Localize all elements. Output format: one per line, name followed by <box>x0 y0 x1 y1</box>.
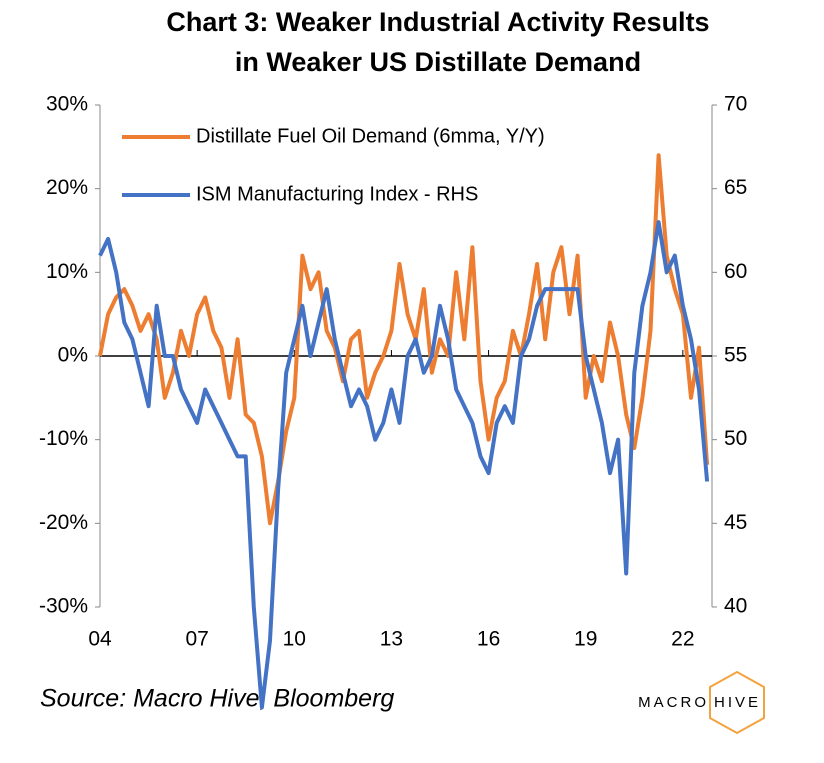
x-tick-label: 04 <box>88 628 112 651</box>
logo: MACRO HIVE <box>638 670 765 735</box>
chart-title: Chart 3: Weaker Industrial Activity Resu… <box>166 7 709 37</box>
y2-tick-label: 55 <box>724 344 747 367</box>
y-tick-label: 0% <box>58 344 88 367</box>
legend-label: Distillate Fuel Oil Demand (6mma, Y/Y) <box>196 125 545 147</box>
source: Source: Macro Hive, Bloomberg <box>40 685 394 713</box>
y2-tick-label: 60 <box>724 260 747 283</box>
y2-tick-label: 50 <box>724 427 747 450</box>
y2-tick-label: 65 <box>724 176 747 199</box>
y-tick-label: 10% <box>46 260 88 283</box>
y2-tick-label: 70 <box>724 93 747 116</box>
y-tick-label: 30% <box>46 93 88 116</box>
y2-tick-label: 40 <box>724 595 747 618</box>
logo-hexagon <box>709 670 765 735</box>
logo-text: MACRO <box>638 694 709 711</box>
x-tick-label: 10 <box>283 628 306 651</box>
chart-title: in Weaker US Distillate Demand <box>235 47 641 77</box>
series-line <box>98 153 710 526</box>
x-tick-label: 13 <box>380 628 403 651</box>
y-tick-label: -10% <box>39 427 88 450</box>
series-line <box>98 220 710 710</box>
x-tick-label: 19 <box>574 628 597 651</box>
y-tick-label: -20% <box>39 511 88 534</box>
logo-text: HIVE <box>714 694 761 711</box>
y2-tick-label: 45 <box>724 511 747 534</box>
x-tick-label: 07 <box>185 628 208 651</box>
legend-label: ISM Manufacturing Index - RHS <box>196 183 478 205</box>
x-tick-label: 16 <box>477 628 500 651</box>
x-tick-label: 22 <box>671 628 694 651</box>
y-tick-label: 20% <box>46 176 88 199</box>
y-tick-label: -30% <box>39 595 88 618</box>
